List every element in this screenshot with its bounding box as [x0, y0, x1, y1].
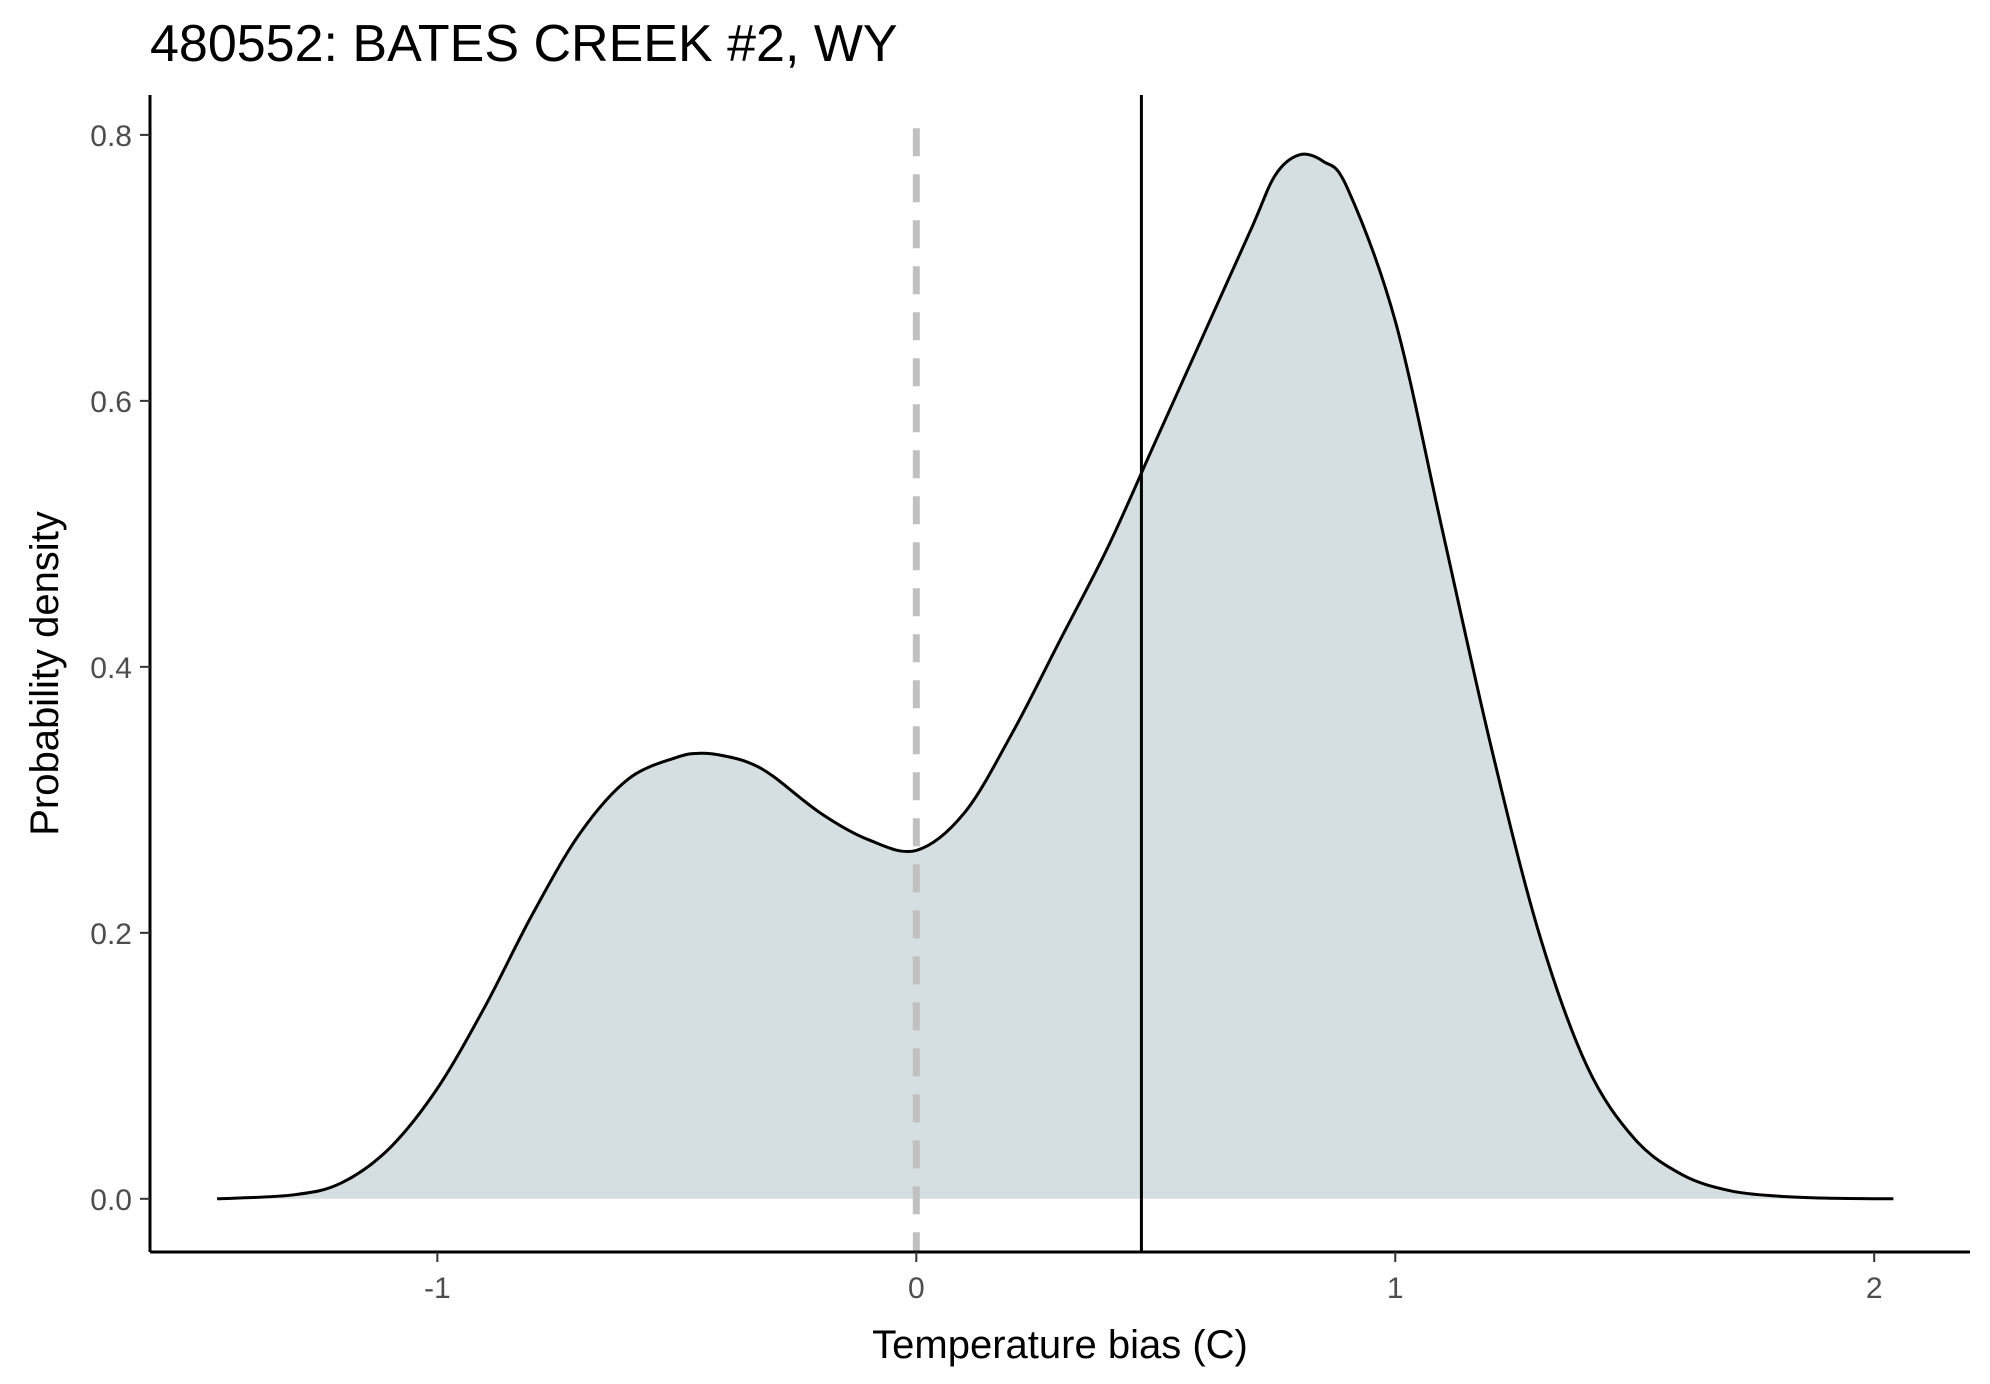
x-ticks: -1 0 1 2: [424, 1252, 1883, 1305]
x-tick-label: 1: [1387, 1272, 1404, 1305]
y-tick-label: 0.8: [90, 120, 132, 153]
x-axis-title: Temperature bias (C): [872, 1323, 1248, 1367]
density-curve: [217, 152, 1894, 1201]
y-ticks: 0.0 0.2 0.4 0.6 0.8: [90, 120, 150, 1217]
chart-title: 480552: BATES CREEK #2, WY: [150, 15, 898, 73]
y-tick-label: 0.2: [90, 918, 132, 951]
y-axis-title: Probability density: [23, 511, 67, 836]
y-tick-label: 0.4: [90, 652, 132, 685]
x-tick-label: -1: [424, 1272, 451, 1305]
density-area-layer: [217, 152, 1894, 1201]
axes: [148, 95, 1970, 1254]
y-tick-label: 0.0: [90, 1184, 132, 1217]
reference-lines: [912, 95, 1143, 1252]
x-tick-label: 2: [1866, 1272, 1883, 1305]
x-tick-label: 0: [908, 1272, 925, 1305]
y-tick-label: 0.6: [90, 386, 132, 419]
density-fill: [217, 154, 1894, 1199]
